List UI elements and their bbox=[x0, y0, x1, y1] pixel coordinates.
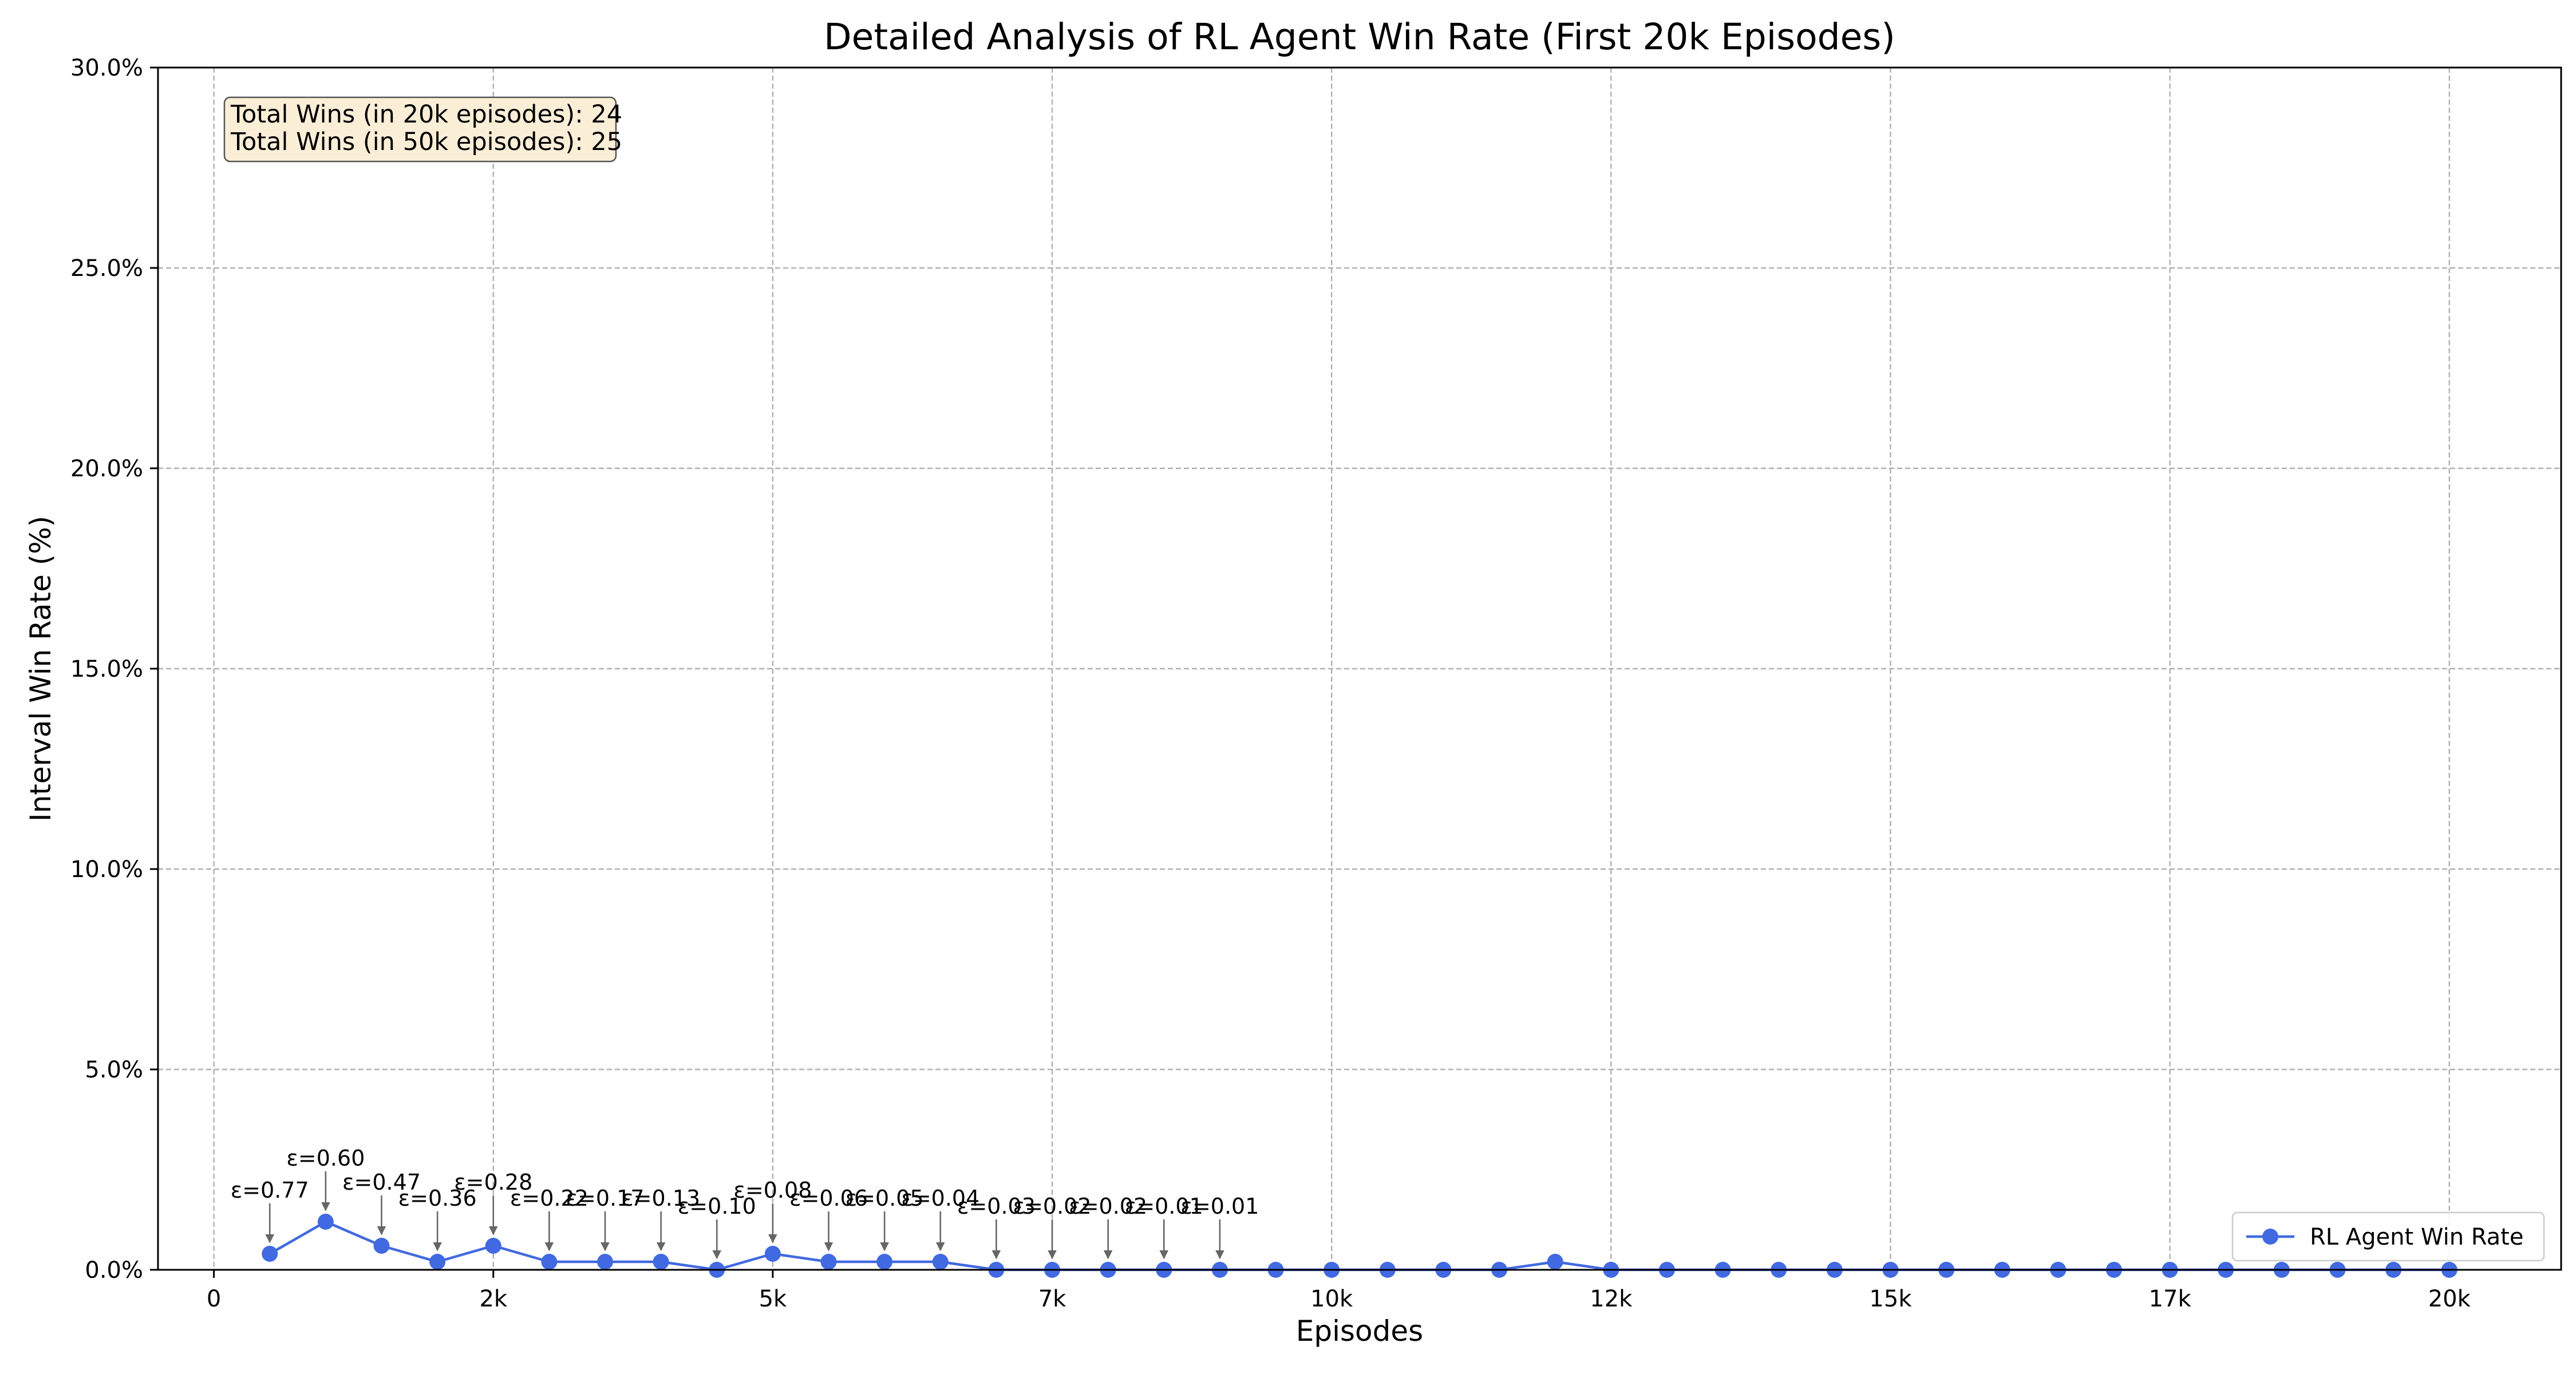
x-tick-label-6: 15k bbox=[1869, 1286, 1912, 1312]
data-point-0 bbox=[262, 1246, 278, 1262]
data-point-3 bbox=[429, 1254, 446, 1270]
y-tick-label-1: 5.0% bbox=[85, 1057, 143, 1083]
data-point-5 bbox=[541, 1254, 558, 1270]
annotation-label-13: ε=0.03 bbox=[957, 1194, 1036, 1219]
annotation-label-8: ε=0.10 bbox=[678, 1194, 756, 1219]
x-tick-label-5: 12k bbox=[1590, 1286, 1633, 1312]
legend-label: RL Agent Win Rate bbox=[2310, 1224, 2523, 1250]
data-point-1 bbox=[317, 1214, 334, 1230]
x-tick-label-7: 17k bbox=[2149, 1286, 2192, 1312]
y-axis-ticks: 0.0% 5.0% 10.0% 15.0% 20.0% 25.0% 30.0% bbox=[70, 55, 158, 1284]
legend: RL Agent Win Rate bbox=[2231, 1211, 2545, 1262]
annotation-label-1: ε=0.60 bbox=[286, 1146, 365, 1171]
x-tick-label-2: 5k bbox=[759, 1286, 787, 1312]
annotation-label-2: ε=0.47 bbox=[342, 1170, 421, 1195]
annotation-label-7: ε=0.13 bbox=[622, 1186, 700, 1211]
y-tick-label-0: 0.0% bbox=[85, 1257, 143, 1284]
annotation-label-0: ε=0.77 bbox=[231, 1178, 309, 1203]
annotation-label-16: ε=0.01 bbox=[1125, 1194, 1203, 1219]
annotation-label-15: ε=0.02 bbox=[1069, 1194, 1147, 1219]
chart-title: Detailed Analysis of RL Agent Win Rate (… bbox=[824, 16, 1895, 58]
info-box-line-20k: Total Wins (in 20k episodes): 24 bbox=[230, 100, 622, 129]
data-point-10 bbox=[820, 1254, 837, 1270]
y-tick-label-5: 25.0% bbox=[70, 255, 143, 282]
x-tick-label-8: 20k bbox=[2428, 1286, 2471, 1312]
annotation-label-12: ε=0.04 bbox=[901, 1186, 979, 1211]
x-tick-label-0: 0 bbox=[207, 1286, 221, 1312]
grid-lines bbox=[158, 66, 2561, 1271]
y-tick-label-3: 15.0% bbox=[70, 656, 143, 682]
annotation-label-9: ε=0.08 bbox=[733, 1178, 812, 1203]
x-axis-ticks: 0 2k 5k 7k 10k 12k 15k 17k 20k bbox=[207, 1270, 2471, 1312]
legend-frame bbox=[2231, 1211, 2545, 1262]
data-point-11 bbox=[876, 1254, 893, 1270]
annotation-label-3: ε=0.36 bbox=[398, 1186, 477, 1211]
data-point-7 bbox=[653, 1254, 669, 1270]
legend-marker-swatch bbox=[2262, 1229, 2278, 1245]
annotation-label-5: ε=0.22 bbox=[510, 1186, 588, 1211]
annotation-layer: ε=0.77ε=0.60ε=0.47ε=0.36ε=0.28ε=0.22ε=0.… bbox=[231, 1146, 1259, 1260]
data-point-23 bbox=[1547, 1254, 1563, 1270]
y-tick-label-6: 30.0% bbox=[70, 55, 143, 81]
info-box: Total Wins (in 20k episodes): 24 Total W… bbox=[223, 96, 622, 163]
annotation-label-4: ε=0.28 bbox=[454, 1170, 532, 1195]
data-point-4 bbox=[485, 1238, 501, 1254]
x-tick-label-3: 7k bbox=[1038, 1286, 1066, 1312]
y-tick-label-4: 20.0% bbox=[70, 456, 143, 482]
data-point-6 bbox=[597, 1254, 614, 1270]
data-point-2 bbox=[373, 1238, 390, 1254]
annotation-label-14: ε=0.02 bbox=[1013, 1194, 1092, 1219]
x-axis-label: Episodes bbox=[1296, 1314, 1423, 1348]
y-axis-label: Interval Win Rate (%) bbox=[24, 516, 57, 822]
annotation-label-11: ε=0.05 bbox=[846, 1186, 924, 1211]
series-line-0 bbox=[269, 1220, 2449, 1272]
x-tick-label-4: 10k bbox=[1310, 1286, 1353, 1312]
annotation-label-10: ε=0.06 bbox=[789, 1186, 868, 1211]
info-box-line-50k: Total Wins (in 50k episodes): 25 bbox=[230, 128, 622, 156]
info-box-background bbox=[223, 96, 617, 163]
plot-frame bbox=[157, 66, 2562, 1271]
annotation-label-6: ε=0.17 bbox=[566, 1186, 645, 1211]
annotation-label-17: ε=0.01 bbox=[1180, 1194, 1259, 1219]
y-tick-label-2: 10.0% bbox=[70, 856, 143, 883]
data-point-12 bbox=[932, 1254, 949, 1270]
data-point-9 bbox=[764, 1246, 781, 1262]
series-layer bbox=[262, 1214, 2458, 1278]
x-tick-label-1: 2k bbox=[479, 1286, 507, 1312]
